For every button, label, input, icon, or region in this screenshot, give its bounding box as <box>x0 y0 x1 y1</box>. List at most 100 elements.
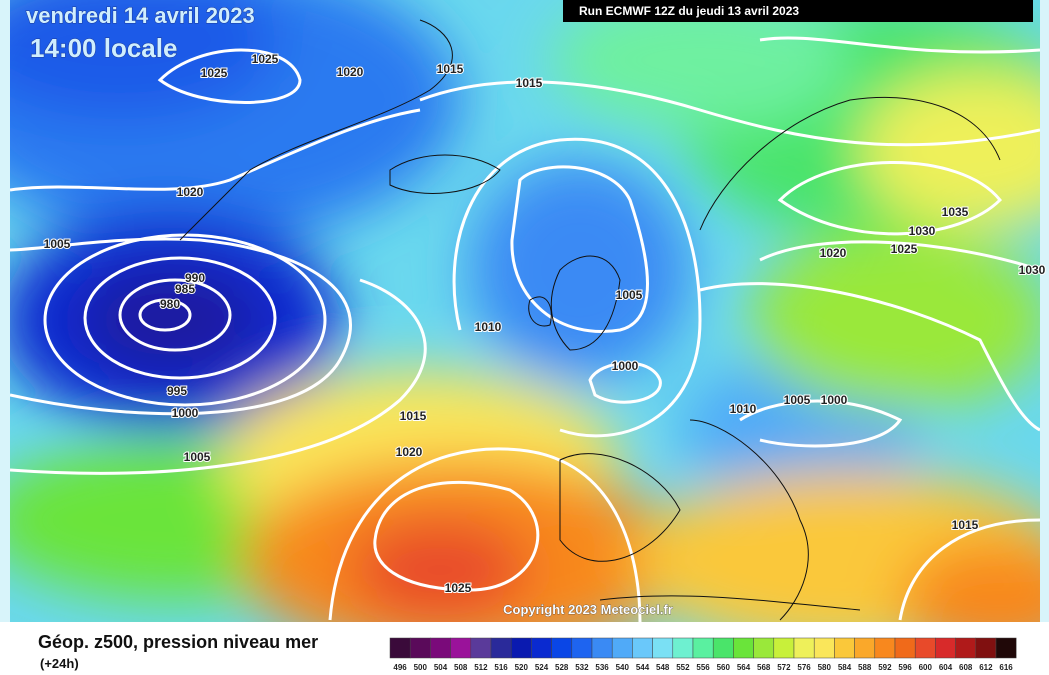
copyright: Copyright 2023 Meteociel.fr <box>503 602 673 617</box>
scale-swatch <box>975 637 997 659</box>
scale-swatch <box>611 637 633 659</box>
isobar-label: 1015 <box>516 76 543 90</box>
run-info: Run ECMWF 12Z du jeudi 13 avril 2023 <box>563 0 1033 22</box>
isobar-lines <box>10 36 1040 622</box>
scale-label: 548 <box>656 663 670 672</box>
scale-swatch <box>935 637 956 659</box>
scale-label: 520 <box>515 663 529 672</box>
scale-swatch <box>834 637 855 659</box>
isobar-label: 1025 <box>201 66 228 80</box>
scale-label: 616 <box>999 663 1013 672</box>
scale-label: 512 <box>474 663 488 672</box>
scale-swatch <box>874 637 896 659</box>
isobar-label: 1015 <box>952 518 979 532</box>
scale-label: 576 <box>797 663 811 672</box>
forecast-step: (+24h) <box>40 656 79 671</box>
scale-swatch <box>409 637 431 659</box>
scale-label: 556 <box>696 663 710 672</box>
scale-label: 540 <box>616 663 630 672</box>
scale-swatch <box>531 637 552 659</box>
scale-label: 584 <box>838 663 852 672</box>
date: vendredi 14 avril 2023 <box>26 3 255 28</box>
scale-label: 592 <box>878 663 892 672</box>
scale-swatch <box>854 637 876 659</box>
isobar-label: 1025 <box>891 242 918 256</box>
scale-swatch <box>894 637 916 659</box>
scale-swatch <box>389 637 411 659</box>
isobar-label: 1030 <box>909 224 936 238</box>
field <box>10 0 1040 622</box>
scale-label: 508 <box>454 663 468 672</box>
local-time: 14:00 locale <box>30 33 177 63</box>
scale-swatch <box>652 637 674 659</box>
scale-label: 572 <box>777 663 791 672</box>
scale-swatch <box>914 637 936 659</box>
scale-swatch <box>773 637 795 659</box>
color-scale: 496 500 504 508 512 516 520 524 528 532 536 540 544 5… <box>389 637 1017 672</box>
scale-swatch <box>712 637 734 659</box>
scale-label: 532 <box>575 663 589 672</box>
isobar-label: 1020 <box>337 65 364 79</box>
scale-label: 588 <box>858 663 872 672</box>
scale-label: 608 <box>959 663 973 672</box>
scale-swatch <box>733 637 754 659</box>
isobar-label: 1015 <box>437 62 464 76</box>
isobar-label: 1005 <box>616 288 643 302</box>
isobar-label: 1020 <box>820 246 847 260</box>
isobar-label: 990 <box>185 271 205 285</box>
isobar-label: 1035 <box>942 205 969 219</box>
scale-label: 568 <box>757 663 771 672</box>
scale-swatch <box>672 637 694 659</box>
coastlines <box>179 19 1001 621</box>
isobar-label: 1000 <box>612 359 639 373</box>
isobar-label: 1005 <box>44 237 71 251</box>
scale-label: 536 <box>595 663 609 672</box>
scale-swatch <box>571 637 593 659</box>
isobar-label: 1020 <box>177 185 204 199</box>
scale-label: 504 <box>434 663 448 672</box>
scale-swatch <box>632 637 653 659</box>
isobar-label: 1025 <box>445 581 472 595</box>
scale-label: 560 <box>717 663 731 672</box>
isobar-label: 980 <box>160 297 180 311</box>
isobar-label: 995 <box>167 384 187 398</box>
isobar-label: 1030 <box>1019 263 1046 277</box>
scale-swatch <box>551 637 573 659</box>
scale-label: 604 <box>939 663 953 672</box>
scale-swatch <box>430 637 451 659</box>
scale-label: 524 <box>535 663 549 672</box>
isobar-label: 1010 <box>475 320 502 334</box>
isobar-label: 1005 <box>184 450 211 464</box>
scale-label: 564 <box>737 663 751 672</box>
isobar-label: 1025 <box>252 52 279 66</box>
isobar-label: 1015 <box>400 409 427 423</box>
isobar-label: 1000 <box>172 406 199 420</box>
isobar-label: 1010 <box>730 402 757 416</box>
scale-label: 552 <box>676 663 690 672</box>
scale-swatch <box>591 637 613 659</box>
scale-swatch <box>955 637 977 659</box>
scale-swatch <box>813 637 835 659</box>
scale-label: 544 <box>636 663 650 672</box>
scale-swatch <box>793 637 815 659</box>
scale-label: 580 <box>818 663 832 672</box>
scale-label: 516 <box>494 663 508 672</box>
isobar-label: 1020 <box>396 445 423 459</box>
scale-swatch <box>510 637 532 659</box>
scale-label: 600 <box>919 663 933 672</box>
scale-label: 596 <box>898 663 912 672</box>
scale-label: 500 <box>414 663 428 672</box>
isobar-label: 985 <box>175 282 195 296</box>
scale-swatch <box>692 637 714 659</box>
scale-swatch <box>490 637 512 659</box>
scale-swatch <box>995 637 1017 659</box>
isobar-label: 1000 <box>821 393 848 407</box>
scale-label: 612 <box>979 663 993 672</box>
scale-label: 496 <box>393 663 407 672</box>
scale-label: 528 <box>555 663 569 672</box>
isobar-label: 1005 <box>784 393 811 407</box>
scale-swatch <box>450 637 472 659</box>
